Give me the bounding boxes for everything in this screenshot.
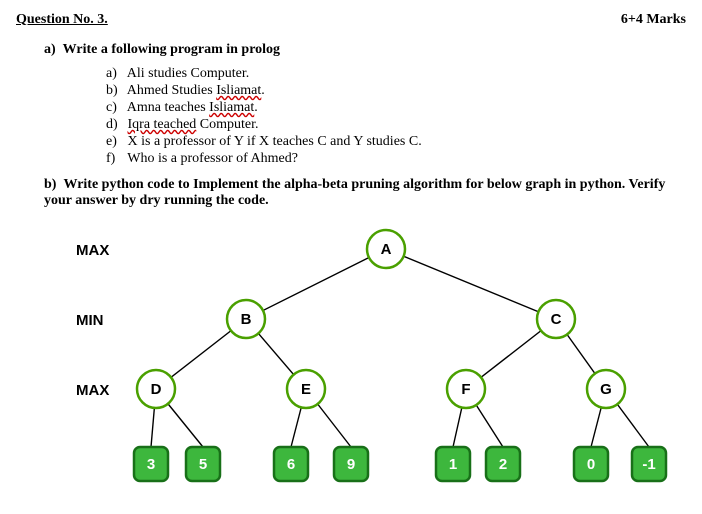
part-b-label: b) [44,177,56,192]
sub-item-1: b) Ahmed Studies Isliamat. [106,83,686,99]
part-b-text: Write python code to Implement the alpha… [44,177,665,208]
sub-text: Ali studies Computer. [127,66,250,81]
part-a-text: Write a following program in prolog [63,42,280,57]
level-label: MAX [76,382,109,399]
tree-leaf-value: 1 [449,456,457,473]
question-number: Question No. 3. [16,12,108,28]
sub-text: X is a professor of Y if X teaches C and… [128,134,422,149]
sub-text: . [254,100,258,115]
sub-item-3: d) Iqra teached Computer. [106,117,686,133]
tree-leaf-value: 5 [199,456,207,473]
tree-edge [246,249,386,319]
sub-label: f) [106,151,124,167]
marks: 6+4 Marks [621,12,686,28]
tree-node-label: B [241,311,252,328]
sub-wavy: Iqra teached [128,117,197,132]
sub-label: b) [106,83,124,99]
tree-node-label: F [461,381,470,398]
tree-leaf-value: 6 [287,456,295,473]
tree-leaf-value: 2 [499,456,507,473]
sub-label: e) [106,134,124,150]
sub-text: Computer. [196,117,258,132]
tree-leaf-value: 9 [347,456,355,473]
tree-node-label: D [151,381,162,398]
sub-item-4: e) X is a professor of Y if X teaches C … [106,134,686,150]
tree-leaf-value: 0 [587,456,595,473]
part-a-sublist: a) Ali studies Computer.b) Ahmed Studies… [106,66,686,167]
tree-node-label: E [301,381,311,398]
sub-label: d) [106,117,124,133]
tree-node-label: G [600,381,612,398]
tree-diagram: MAXMINMAXABCDEFG3569120-1 [16,219,686,492]
level-label: MAX [76,242,109,259]
sub-wavy: Isliamat [209,100,254,115]
sub-item-5: f) Who is a professor of Ahmed? [106,151,686,167]
tree-node-label: A [381,241,392,258]
tree-node-label: C [551,311,562,328]
sub-item-2: c) Amna teaches Isliamat. [106,100,686,116]
tree-leaf-value: -1 [642,456,655,473]
sub-label: a) [106,66,124,82]
sub-item-0: a) Ali studies Computer. [106,66,686,82]
tree-edge [386,249,556,319]
sub-text: Who is a professor of Ahmed? [127,151,298,166]
sub-label: c) [106,100,124,116]
sub-wavy: Isliamat [216,83,261,98]
part-b: b) Write python code to Implement the al… [44,177,686,209]
level-label: MIN [76,312,104,329]
sub-text: Ahmed Studies [127,83,216,98]
part-a: a) Write a following program in prolog [44,42,686,58]
sub-text: . [261,83,265,98]
sub-text: Amna teaches [127,100,209,115]
part-a-label: a) [44,42,56,57]
tree-leaf-value: 3 [147,456,155,473]
